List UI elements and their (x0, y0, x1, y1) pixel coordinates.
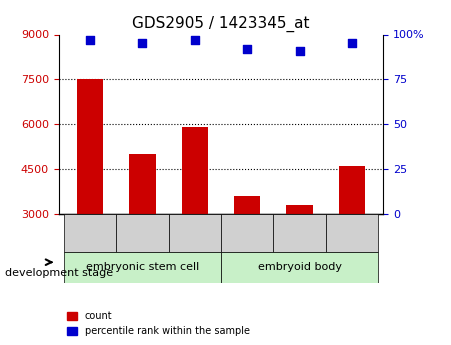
Bar (286, 205, 313, 214)
Bar (234, 196, 260, 214)
FancyBboxPatch shape (64, 252, 221, 283)
FancyBboxPatch shape (326, 214, 378, 252)
Point (348, 41, 355, 46)
Point (191, 37, 198, 43)
FancyBboxPatch shape (116, 214, 169, 252)
Point (87, 37, 94, 43)
Point (139, 41, 146, 46)
Title: GDS2905 / 1423345_at: GDS2905 / 1423345_at (132, 16, 310, 32)
Point (244, 46, 251, 52)
FancyBboxPatch shape (221, 214, 273, 252)
Point (296, 48, 303, 53)
Text: embryoid body: embryoid body (258, 263, 341, 272)
FancyBboxPatch shape (221, 252, 378, 283)
Text: development stage: development stage (5, 268, 113, 277)
Bar (77, 79, 103, 214)
Legend: count, percentile rank within the sample: count, percentile rank within the sample (64, 307, 254, 340)
Bar (339, 166, 365, 214)
Bar (129, 154, 156, 214)
Bar (182, 127, 208, 214)
FancyBboxPatch shape (273, 214, 326, 252)
Text: embryonic stem cell: embryonic stem cell (86, 263, 199, 272)
FancyBboxPatch shape (64, 214, 116, 252)
FancyBboxPatch shape (169, 214, 221, 252)
